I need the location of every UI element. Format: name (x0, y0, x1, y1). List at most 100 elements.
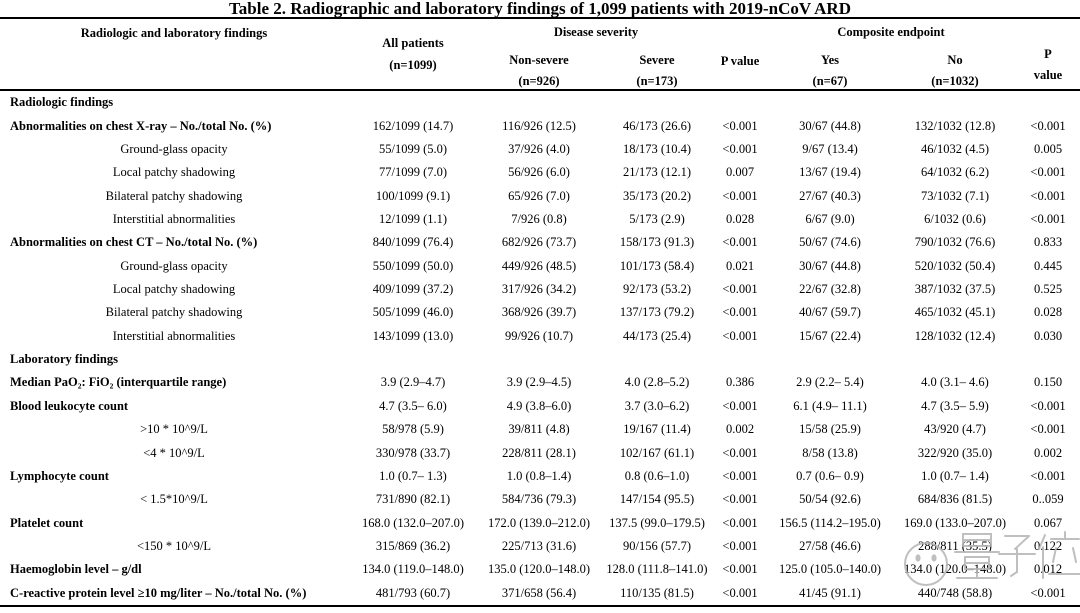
yes-label: Yes (820, 53, 840, 67)
row-label: Local patchy shadowing (112, 165, 236, 180)
value-cell: <0.001 (1030, 118, 1066, 133)
value-cell: 225/713 (31.6) (501, 539, 577, 553)
yes-n: (n=67) (812, 74, 848, 88)
value-cell: 99/926 (10.7) (504, 328, 574, 343)
value-cell: 100/1099 (9.1) (375, 188, 451, 203)
value-cell: 1.0 (0.7– 1.3) (379, 468, 447, 483)
value-cell: <0.001 (722, 118, 758, 133)
table-row: Interstitial abnormalities 143/1099 (13.0… (0, 325, 1080, 348)
value-cell: 19/167 (11.4) (623, 422, 691, 437)
table-row: Abnormalities on chest CT – No./total No… (0, 231, 1080, 254)
table-row: Median PaO₂: FiO₂ (interquartile range) 3… (0, 371, 1080, 394)
value-cell: <0.001 (722, 235, 758, 250)
row-label: Ground-glass opacity (120, 258, 228, 273)
table-row: >10 * 10^9/L 58/978 (5.9) 39/811 (4.8) 19/1… (0, 418, 1080, 441)
table-row: C-reactive protein level ≥10 mg/liter – … (0, 582, 1080, 605)
value-cell: <0.001 (722, 539, 758, 553)
value-cell: 0.7 (0.6– 0.9) (796, 468, 864, 483)
column-header-non-severe: Non-severe (n=926) (478, 47, 600, 89)
value-cell: <0.001 (722, 468, 758, 483)
row-label: < 1.5*10^9/L (140, 492, 208, 507)
value-cell: 317/926 (34.2) (501, 282, 577, 297)
value-cell: 330/978 (33.7) (375, 445, 451, 460)
value-cell: 73/1032 (7.1) (920, 188, 990, 203)
value-cell: 465/1032 (45.1) (914, 305, 996, 320)
value-cell: 505/1099 (46.0) (372, 305, 454, 320)
value-cell: 315/869 (36.2) (375, 539, 451, 553)
value-cell: 0.005 (1033, 141, 1063, 156)
table-row: Haemoglobin level – g/dl 134.0 (119.0–148… (0, 558, 1080, 581)
value-cell: 156.5 (114.2–195.0) (779, 515, 881, 530)
column-header-all-patients: All patients (n=1099) (348, 19, 478, 89)
value-cell: 40/67 (59.7) (799, 305, 861, 320)
value-cell: 0.8 (0.6–1.0) (624, 468, 690, 483)
value-cell: 172.0 (139.0–212.0) (487, 515, 591, 530)
row-label: C-reactive protein level ≥10 mg/liter – … (10, 585, 307, 600)
table-row: Platelet count 168.0 (132.0–207.0) 172.0 (… (0, 511, 1080, 534)
value-cell: 55/1099 (5.0) (378, 141, 448, 156)
table-row: Lymphocyte count 1.0 (0.7– 1.3) 1.0 (0.8–1… (0, 465, 1080, 488)
value-cell: 128/1032 (12.4) (914, 328, 996, 343)
value-cell: 15/58 (25.9) (799, 422, 861, 437)
row-label: Bilateral patchy shadowing (105, 305, 243, 320)
column-header-yes: Yes (n=67) (766, 47, 894, 89)
row-label: <4 * 10^9/L (143, 445, 205, 460)
non-severe-label: Non-severe (509, 53, 569, 67)
severe-label: Severe (639, 53, 675, 67)
table-row: Radiologic findings (0, 91, 1080, 114)
value-cell: 22/67 (32.8) (799, 282, 861, 297)
value-cell: <0.001 (722, 492, 758, 507)
value-cell: 0.028 (725, 211, 755, 226)
p-value-composite-line1: P (1044, 47, 1052, 61)
column-header-no: No (n=1032) (894, 47, 1016, 89)
value-cell: 0.012 (1033, 562, 1063, 577)
value-cell: 143/1099 (13.0) (372, 328, 454, 343)
value-cell: 584/736 (79.3) (501, 492, 577, 507)
value-cell: 322/920 (35.0) (917, 445, 993, 460)
value-cell: 0..059 (1032, 492, 1064, 507)
value-cell: 409/1099 (37.2) (372, 282, 454, 297)
table-row: Local patchy shadowing 77/1099 (7.0) 56/92… (0, 161, 1080, 184)
value-cell: 0.002 (1033, 445, 1063, 460)
value-cell: 30/67 (44.8) (799, 118, 861, 133)
value-cell: 50/54 (92.6) (799, 492, 861, 507)
value-cell: <0.001 (722, 141, 758, 156)
value-cell: 288/811 (35.5) (918, 539, 992, 553)
value-cell: 116/926 (12.5) (502, 118, 576, 133)
value-cell: 790/1032 (76.6) (914, 235, 996, 250)
value-cell: 30/67 (44.8) (799, 258, 861, 273)
value-cell: 6.1 (4.9– 11.1) (793, 398, 867, 413)
value-cell: 18/173 (10.4) (622, 141, 692, 156)
value-cell: 228/811 (28.1) (502, 445, 576, 460)
value-cell: 0.067 (1033, 515, 1063, 530)
table-row: Blood leukocyte count 4.7 (3.5– 6.0) 4.9 (… (0, 395, 1080, 418)
row-label: Lymphocyte count (10, 468, 109, 483)
value-cell: 0.150 (1033, 375, 1063, 390)
value-cell: 132/1032 (12.8) (914, 118, 996, 133)
page-title: Table 2. Radiographic and laboratory fin… (228, 0, 851, 18)
value-cell: 110/135 (81.5) (620, 585, 694, 600)
composite-endpoint-label: Composite endpoint (837, 25, 945, 39)
value-cell: 3.7 (3.0–6.2) (624, 398, 690, 413)
value-cell: <0.001 (722, 328, 758, 343)
table-row: Local patchy shadowing 409/1099 (37.2) 317… (0, 278, 1080, 301)
all-patients-label: All patients (382, 36, 444, 50)
table-body: Radiologic findings Abnormalities on ches… (0, 91, 1080, 607)
value-cell: 0.122 (1033, 539, 1063, 553)
table-row: Interstitial abnormalities 12/1099 (1.1) 7… (0, 208, 1080, 231)
value-cell: 44/173 (25.4) (622, 328, 692, 343)
table-row: Ground-glass opacity 550/1099 (50.0) 449/9… (0, 255, 1080, 278)
value-cell: <0.001 (722, 398, 758, 413)
value-cell: 3.9 (2.9–4.5) (506, 375, 572, 390)
column-header-findings: Radiologic and laboratory findings (80, 26, 268, 40)
table-row: Bilateral patchy shadowing 100/1099 (9.1)… (0, 184, 1080, 207)
row-label: Radiologic findings (10, 95, 114, 110)
value-cell: 128.0 (111.8–141.0) (606, 562, 708, 577)
row-label: <150 * 10^9/L (136, 539, 212, 553)
no-n: (n=1032) (931, 74, 979, 88)
value-cell: 2.9 (2.2– 5.4) (796, 375, 864, 390)
value-cell: <0.001 (1030, 211, 1066, 226)
column-header-p-value-composite: P value (1016, 19, 1080, 89)
value-cell: 169.0 (133.0–207.0) (903, 515, 1007, 530)
